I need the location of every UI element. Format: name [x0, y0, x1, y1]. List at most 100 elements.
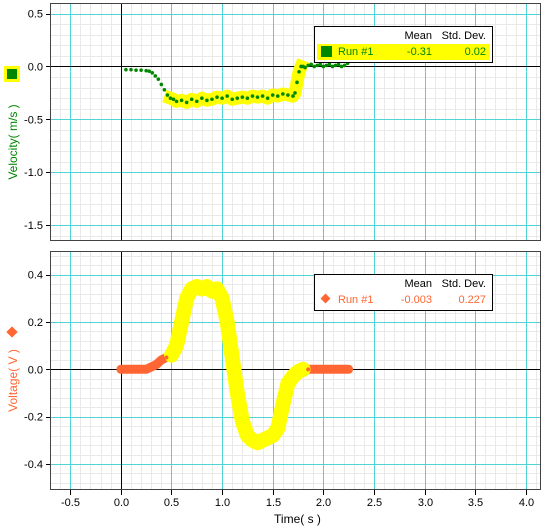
stats-series-symbol	[320, 293, 331, 304]
y-tick-label: 0.0	[28, 364, 43, 376]
velocity-data-point	[134, 68, 138, 72]
velocity-data-point	[189, 97, 194, 102]
voltage-data-point	[321, 367, 326, 372]
velocity-data-point	[153, 74, 158, 78]
velocity-data-point	[194, 99, 199, 104]
x-tick-label: 3.0	[418, 497, 433, 509]
velocity-data-point	[230, 97, 235, 102]
voltage-data-point	[134, 367, 139, 372]
velocity-data-point	[275, 94, 280, 98]
velocity-data-point	[245, 96, 250, 100]
velocity-data-point	[303, 65, 307, 70]
velocity-data-point	[205, 98, 209, 103]
velocity-data-point	[225, 94, 229, 98]
y-axis-label: Velocity( m/s )	[6, 104, 20, 179]
selected-range-highlight	[164, 279, 311, 451]
velocity-data-point	[162, 87, 167, 92]
velocity-data-point	[295, 80, 299, 85]
velocity-data-point	[327, 62, 332, 67]
velocity-data-point	[293, 91, 297, 95]
voltage-data-point	[311, 367, 316, 372]
voltage-data-point	[346, 367, 351, 372]
plot-frame	[50, 251, 541, 490]
velocity-data-point	[235, 96, 240, 100]
velocity-data-point	[210, 97, 214, 102]
stats-run-label: Run #1	[338, 46, 373, 58]
velocity-data-point	[168, 96, 173, 100]
voltage-series-symbol	[6, 326, 18, 338]
velocity-data-point	[124, 67, 128, 72]
velocity-data-point	[342, 63, 347, 68]
voltage-data-point	[164, 355, 169, 360]
velocity-data-point	[324, 63, 329, 68]
velocity-data-point	[139, 68, 143, 72]
velocity-data-point	[318, 62, 323, 67]
voltage-data-point	[306, 367, 311, 372]
velocity-data-point	[333, 63, 338, 68]
x-tick-label: 4.0	[519, 497, 534, 509]
voltage-data-point	[326, 367, 331, 372]
stats-header-std-dev: Std. Dev.	[442, 30, 486, 42]
velocity-data-point	[321, 64, 326, 69]
velocity-series-symbol	[7, 69, 17, 79]
voltage-data-point	[149, 364, 154, 369]
velocity-data-point	[255, 95, 260, 99]
velocity-data-point	[281, 92, 285, 96]
y-tick-label: -1.0	[24, 167, 43, 179]
plot-frame	[50, 3, 541, 241]
voltage-series-points	[118, 355, 351, 372]
y-tick-label: 0.2	[28, 317, 43, 329]
velocity-data-point	[129, 67, 133, 72]
voltage-data-point	[341, 367, 346, 372]
velocity-data-point	[240, 95, 245, 99]
velocity-data-point	[179, 98, 184, 103]
velocity-data-point	[184, 100, 189, 105]
x-tick-label: 0.0	[114, 497, 129, 509]
velocity-data-point	[312, 64, 317, 69]
y-tick-label: -1.5	[24, 220, 43, 232]
voltage-data-point	[336, 367, 341, 372]
velocity-data-point	[250, 94, 255, 98]
velocity-data-point	[174, 99, 179, 104]
stats-header-std-dev: Std. Dev.	[442, 278, 486, 290]
y-tick-label: -0.4	[24, 459, 43, 471]
velocity-data-point	[270, 93, 275, 97]
velocity-data-point	[336, 62, 341, 67]
voltage-series-line-start	[116, 353, 171, 374]
x-tick-label: 2.0	[316, 497, 331, 509]
velocity-data-point	[339, 64, 344, 69]
velocity-data-point	[144, 68, 148, 73]
y-tick-label: 0.5	[28, 9, 43, 21]
x-tick-label: 1.5	[266, 497, 281, 509]
stats-row-highlight	[317, 44, 490, 60]
velocity-data-point	[150, 71, 155, 75]
stats-legend-box: Mean Std. Dev. Run #1 -0.31 0.02	[314, 26, 493, 63]
stats-std-dev-value: 0.02	[465, 46, 486, 58]
velocity-data-point	[291, 94, 295, 98]
voltage-data-point	[331, 367, 336, 372]
y-tick-label: -0.2	[24, 412, 43, 424]
stats-legend-box: Mean Std. Dev. Run #1 -0.003 0.227	[314, 274, 493, 311]
velocity-data-point	[147, 69, 152, 74]
velocity-data-point	[306, 63, 310, 68]
velocity-data-point	[171, 97, 176, 102]
x-axis-label: Time( s )	[274, 512, 321, 526]
velocity-data-point	[286, 93, 290, 97]
stats-box-frame	[314, 274, 493, 311]
voltage-data-point	[144, 367, 149, 372]
y-tick-label: -0.5	[24, 114, 43, 126]
stats-run-label: Run #1	[338, 294, 373, 306]
velocity-data-point	[159, 82, 164, 87]
x-tick-label: 2.5	[367, 497, 382, 509]
stats-series-symbol	[321, 46, 332, 57]
y-tick-label: 0.0	[28, 61, 43, 73]
voltage-data-point	[154, 362, 159, 367]
stats-mean-value: -0.31	[407, 46, 432, 58]
stats-header-mean: Mean	[404, 30, 432, 42]
velocity-data-point	[165, 93, 170, 97]
velocity-data-point	[297, 69, 301, 74]
plot-panel-1: 0.5 0.0 -0.5 -1.0 -1.5 Velocity( m/s ) Mean Std…	[4, 3, 541, 241]
velocity-data-point	[309, 62, 313, 67]
x-tick-label: 3.5	[468, 497, 483, 509]
